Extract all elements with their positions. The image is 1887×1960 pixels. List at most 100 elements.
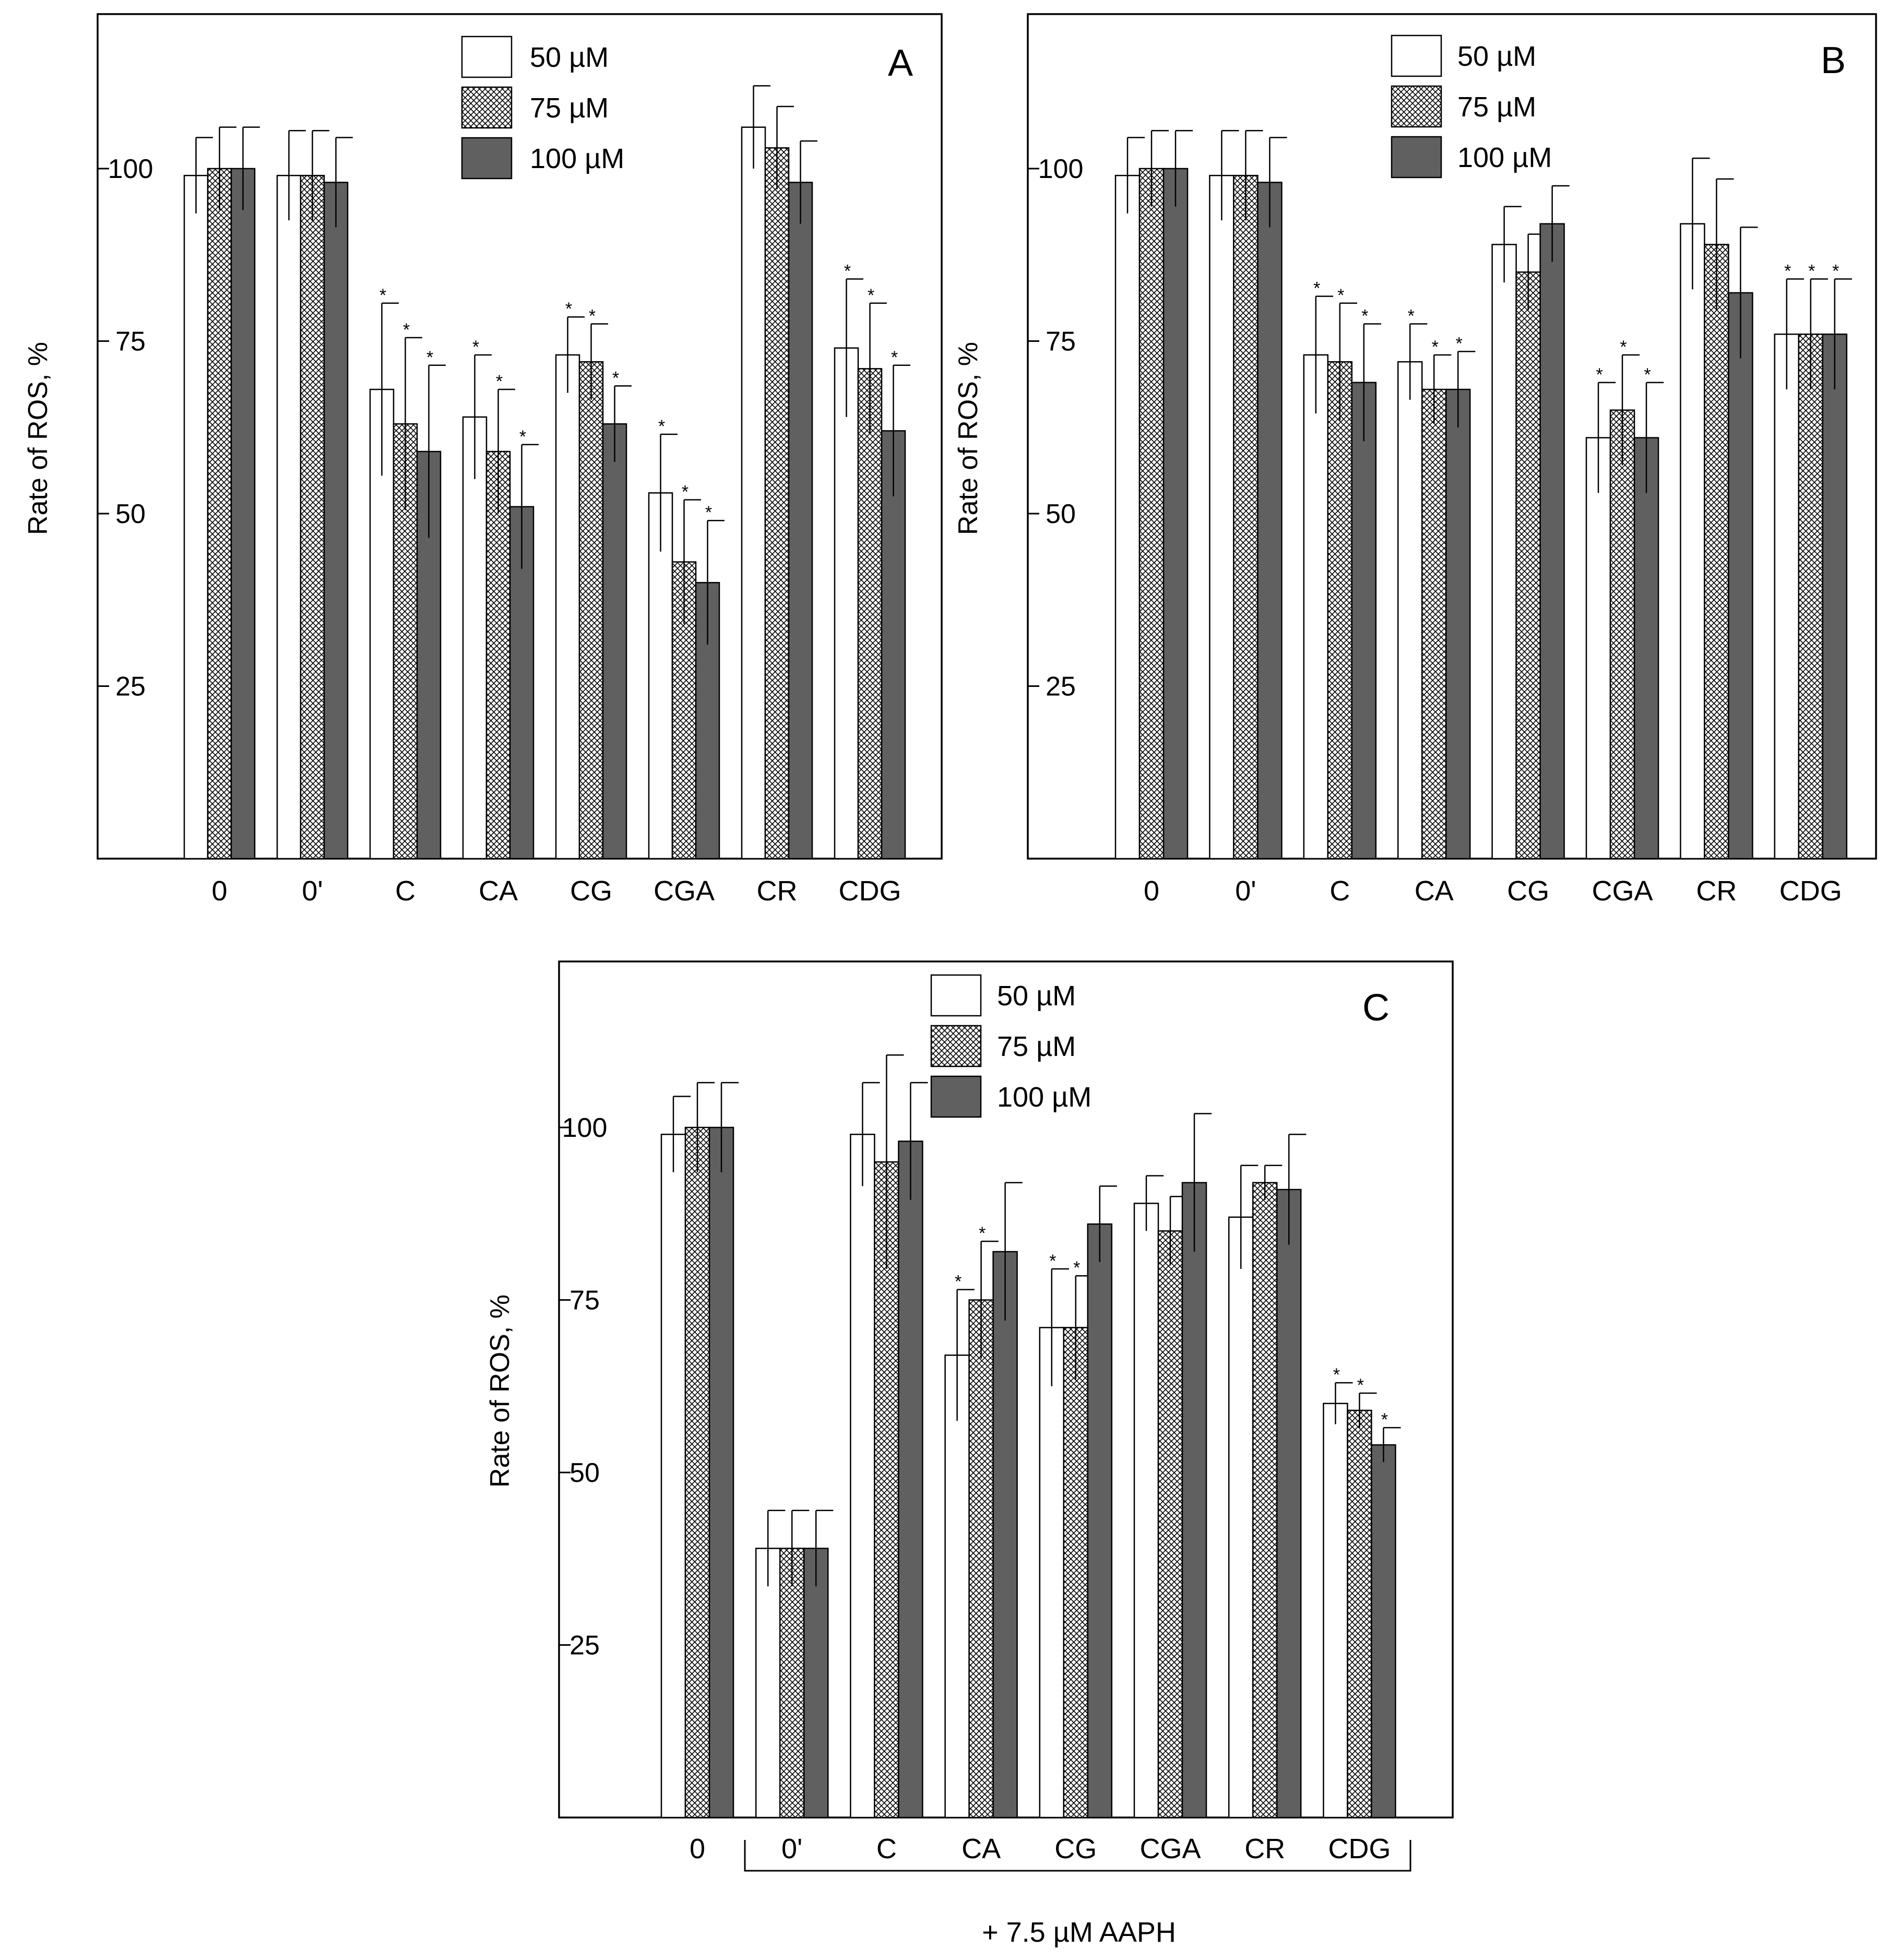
x-tick-label: CDG <box>1328 1833 1391 1864</box>
bar-series-75um <box>1347 1409 1372 1819</box>
bar-series-100um <box>602 423 627 860</box>
x-tick-label: CR <box>757 875 798 907</box>
legend-swatch-series-100um <box>461 137 513 180</box>
significance-mark: * <box>844 262 851 281</box>
x-ticks: 0 0' C CA CG CGA CR CDG <box>211 875 901 907</box>
significance-mark: * <box>1784 262 1791 281</box>
bar-series-50um <box>850 1133 875 1819</box>
significance-mark: * <box>658 417 665 436</box>
x-tick-label: CGA <box>1140 1833 1201 1864</box>
x-tick-label: 0 <box>1144 875 1159 907</box>
bar-series-50um <box>369 388 395 860</box>
y-axis-label: Rate of ROS, % <box>953 342 983 535</box>
y-axis-label: Rate of ROS, % <box>485 1294 515 1488</box>
significance-mark: * <box>1313 279 1320 299</box>
significance-mark: * <box>496 372 503 391</box>
bar-series-75um <box>1063 1327 1089 1819</box>
significance-mark: * <box>565 299 572 319</box>
bar-series-75um <box>1138 168 1165 860</box>
bar-series-75um <box>1252 1182 1278 1819</box>
panel-b: B Rate of ROS, % 25 50 75 100 * * * * * * * * * * * * … <box>953 13 1877 907</box>
bar-series-100um <box>1445 388 1471 860</box>
bar-series-50um <box>1039 1327 1065 1819</box>
legend-swatch-series-50um <box>461 35 513 78</box>
bar-series-50um <box>660 1133 686 1819</box>
y-tick-label: 75 <box>115 327 146 357</box>
x-tick-label: C <box>395 875 416 907</box>
legend-swatch-series-100um <box>1391 136 1442 179</box>
x-tick-label: CGA <box>1592 875 1653 907</box>
x-ticks: 0 0' C CA CG CGA CR CDG <box>690 1833 1391 1864</box>
bar-series-75um <box>485 450 511 860</box>
bar-series-100um <box>1087 1223 1113 1819</box>
bar-series-100um <box>803 1548 829 1819</box>
bar-series-100um <box>1181 1182 1207 1819</box>
bar-series-100um <box>1633 437 1659 860</box>
significance-mark: * <box>705 503 712 522</box>
x-tick-label: 0' <box>781 1833 802 1864</box>
y-tick-label: 50 <box>569 1458 600 1488</box>
bar-series-50um <box>1323 1403 1348 1819</box>
x-tick-label: CA <box>1415 875 1454 907</box>
significance-mark: * <box>1432 337 1439 357</box>
significance-mark: * <box>1049 1251 1056 1271</box>
significance-mark: * <box>1073 1258 1080 1278</box>
bars: * * * * * * * <box>660 1054 1401 1819</box>
significance-mark: * <box>1361 306 1368 326</box>
bar-series-75um <box>300 174 325 860</box>
bar-series-100um <box>1276 1189 1302 1819</box>
bar-series-100um <box>788 182 813 860</box>
legend-swatch-series-75um <box>930 1025 982 1067</box>
significance-mark: * <box>682 482 689 502</box>
y-ticks: 25 50 75 100 <box>559 1113 607 1661</box>
legend-label-series-50um: 50 µM <box>997 980 1076 1012</box>
legend-label-series-75um: 75 µM <box>530 92 609 124</box>
significance-mark: * <box>1808 262 1815 281</box>
legend: 50 µM 75 µM 100 µM <box>930 974 1091 1118</box>
legend-label-series-75um: 75 µM <box>1457 91 1536 123</box>
bar-series-75um <box>764 147 790 860</box>
bar-series-100um <box>323 182 349 860</box>
significance-mark: * <box>589 306 596 326</box>
x-tick-label: CA <box>479 875 518 907</box>
x-tick-label: 0 <box>690 1833 705 1864</box>
bar-series-50um <box>1228 1216 1254 1819</box>
significance-mark: * <box>426 348 433 367</box>
bar-series-50um <box>183 174 209 860</box>
bar-series-75um <box>578 361 604 860</box>
legend-label-series-100um: 100 µM <box>530 143 624 174</box>
bar-series-50um <box>1680 223 1705 860</box>
significance-mark: * <box>1620 337 1627 357</box>
bar-series-75um <box>1704 244 1729 860</box>
bar-series-100um <box>1371 1444 1396 1819</box>
x-tick-label: CGA <box>654 875 715 907</box>
x-tick-label: CG <box>1054 1833 1097 1864</box>
bar-series-50um <box>944 1355 970 1819</box>
x-tick-label: CDG <box>839 875 901 907</box>
legend-label-series-75um: 75 µM <box>997 1031 1076 1062</box>
bar-series-50um <box>1774 334 1800 860</box>
bar-series-50um <box>1585 437 1611 860</box>
bar-series-50um <box>1491 244 1517 860</box>
x-tick-label: CDG <box>1779 875 1842 907</box>
bar-series-50um <box>276 174 302 860</box>
x-tick-label: 0 <box>211 875 227 907</box>
legend-label-series-100um: 100 µM <box>1457 142 1552 173</box>
y-ticks: 25 50 75 100 <box>98 154 153 702</box>
bar-series-50um <box>1133 1203 1159 1819</box>
y-tick-label: 50 <box>1046 499 1076 529</box>
legend-label-series-50um: 50 µM <box>1457 41 1536 72</box>
x-tick-label: 0' <box>302 875 323 907</box>
bar-series-100um <box>992 1251 1018 1819</box>
significance-mark: * <box>1333 1365 1340 1385</box>
significance-mark: * <box>519 427 526 447</box>
x-tick-label: CR <box>1696 875 1737 907</box>
bar-series-75um <box>1515 271 1541 860</box>
bar-series-75um <box>1421 388 1447 860</box>
bar-series-75um <box>1609 409 1635 860</box>
x-tick-label: CG <box>1507 875 1549 907</box>
bar-series-100um <box>1539 223 1565 860</box>
y-tick-label: 50 <box>115 499 146 529</box>
significance-mark: * <box>1337 286 1344 305</box>
panel-label: C <box>1362 987 1390 1029</box>
